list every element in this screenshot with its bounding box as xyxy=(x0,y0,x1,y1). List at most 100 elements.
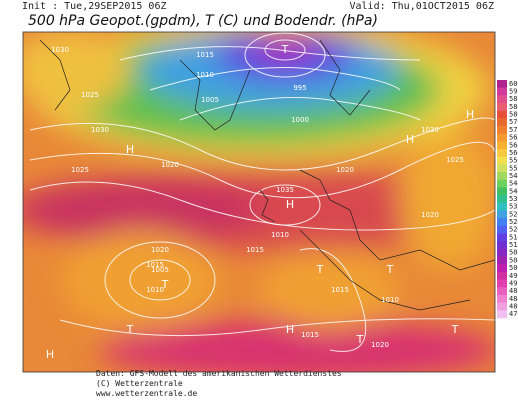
legend-label: 532 xyxy=(509,203,518,211)
isobar-label: 1025 xyxy=(81,91,99,99)
isobar-label: 1010 xyxy=(381,296,399,304)
legend-label: 592 xyxy=(509,88,518,96)
isobar-label: 1020 xyxy=(161,161,179,169)
isobar-label: 1010 xyxy=(146,286,164,294)
legend-label: 580 xyxy=(509,111,518,119)
isobar-label: 1010 xyxy=(196,71,214,79)
isobar-label: 1020 xyxy=(421,211,439,219)
isobar-label: 1005 xyxy=(151,266,169,274)
isobar-label: 1020 xyxy=(151,246,169,254)
init-time: Init : Tue,29SEP2015 06Z xyxy=(22,1,167,12)
legend-swatch xyxy=(497,172,507,181)
legend-label: 484 xyxy=(509,295,518,303)
legend-label: 476 xyxy=(509,310,518,318)
legend-swatch xyxy=(497,164,507,173)
pressure-marker: T xyxy=(161,278,169,291)
legend-swatch xyxy=(497,195,507,204)
legend-label: 568 xyxy=(509,134,518,142)
isobar-label: 1015 xyxy=(146,261,164,269)
legend-label: 552 xyxy=(509,164,518,172)
legend-swatch xyxy=(497,279,507,288)
isobar-label: 1000 xyxy=(291,116,309,124)
legend-swatch xyxy=(497,294,507,303)
legend-swatch xyxy=(497,95,507,104)
legend-swatch xyxy=(497,156,507,165)
isobar-label: 1035 xyxy=(276,186,294,194)
pressure-marker: H xyxy=(286,323,294,336)
legend-label: 564 xyxy=(509,141,518,149)
legend-swatch xyxy=(497,218,507,227)
legend-label: 556 xyxy=(509,157,518,165)
isobar-label: 1020 xyxy=(336,166,354,174)
map xyxy=(23,32,495,372)
isobar-label: 1015 xyxy=(246,246,264,254)
legend-label: 512 xyxy=(509,241,518,249)
legend-label: 600 xyxy=(509,80,518,88)
pressure-marker: T xyxy=(281,43,289,56)
isobar-label: 1010 xyxy=(271,231,289,239)
legend-swatch xyxy=(497,256,507,265)
legend-label: 560 xyxy=(509,149,518,157)
pressure-marker: T xyxy=(126,323,134,336)
isobar-label: 995 xyxy=(293,84,306,92)
legend-swatch xyxy=(497,210,507,219)
map-frame xyxy=(22,31,496,373)
pressure-marker: H xyxy=(466,108,474,121)
footer-line: Daten: GFS-Modell des amerikanischen Wet… xyxy=(96,369,342,378)
isobar-label: 1025 xyxy=(71,166,89,174)
legend-label: 576 xyxy=(509,118,518,126)
isobar-label: 1020 xyxy=(371,341,389,349)
footer-line: www.wetterzentrale.de xyxy=(96,389,197,398)
legend-swatch xyxy=(497,103,507,112)
legend-label: 492 xyxy=(509,279,518,287)
pressure-marker: T xyxy=(451,323,459,336)
legend-label: 480 xyxy=(509,302,518,310)
legend-swatch xyxy=(497,118,507,127)
legend-swatch xyxy=(497,80,507,88)
legend: 6005925885845805765725685645605565525485… xyxy=(497,80,518,319)
legend-label: 524 xyxy=(509,218,518,226)
legend-swatch xyxy=(497,248,507,257)
legend-swatch xyxy=(497,126,507,135)
pressure-marker: T xyxy=(386,263,394,276)
isobar-label: 1015 xyxy=(301,331,319,339)
legend-swatch xyxy=(497,149,507,158)
legend-label: 500 xyxy=(509,264,518,272)
isobar-label: 1025 xyxy=(446,156,464,164)
isobar-label: 1005 xyxy=(201,96,219,104)
legend-label: 508 xyxy=(509,249,518,257)
legend-label: 536 xyxy=(509,195,518,203)
legend-swatch xyxy=(497,179,507,188)
legend-label: 588 xyxy=(509,95,518,103)
pressure-marker: H xyxy=(286,198,294,211)
legend-label: 496 xyxy=(509,272,518,280)
isobar-label: 1030 xyxy=(421,126,439,134)
legend-label: 528 xyxy=(509,210,518,218)
legend-swatch xyxy=(497,202,507,211)
legend-swatch xyxy=(497,310,507,319)
legend-label: 572 xyxy=(509,126,518,134)
map-labels: 1030 1025 1020 1015 1010 1005 1000 995 1035 1030 1… xyxy=(46,43,474,361)
legend-swatch xyxy=(497,241,507,250)
legend-swatch xyxy=(497,264,507,273)
legend-swatch xyxy=(497,287,507,296)
legend-label: 520 xyxy=(509,226,518,234)
legend-swatch xyxy=(497,133,507,142)
legend-swatch xyxy=(497,225,507,234)
legend-swatch xyxy=(497,87,507,96)
legend-swatch xyxy=(497,302,507,311)
legend-swatch xyxy=(497,110,507,119)
isobar-label: 1030 xyxy=(91,126,109,134)
pressure-marker: H xyxy=(46,348,54,361)
legend-swatch xyxy=(497,141,507,150)
legend-label: 488 xyxy=(509,287,518,295)
isobar-label: 1030 xyxy=(51,46,69,54)
legend-swatch xyxy=(497,271,507,280)
pressure-marker: T xyxy=(316,263,324,276)
isobar-label: 1015 xyxy=(196,51,214,59)
legend-label: 516 xyxy=(509,233,518,241)
legend-swatch xyxy=(497,233,507,242)
legend-label: 548 xyxy=(509,172,518,180)
